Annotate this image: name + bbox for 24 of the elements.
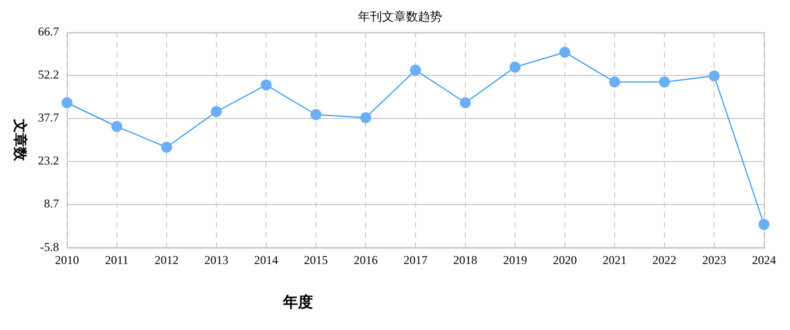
x-tick-label: 2013 — [204, 252, 228, 267]
chart-title: 年刊文章数趋势 — [358, 9, 442, 24]
y-tick-label: 52.2 — [38, 68, 59, 82]
y-axis-title: 文章数 — [11, 118, 28, 162]
y-tick-label: -5.8 — [40, 240, 59, 254]
x-tick-label: 2021 — [602, 252, 627, 267]
x-tick-label: 2022 — [652, 252, 676, 267]
x-tick-label: 2014 — [254, 252, 278, 267]
x-tick-label: 2015 — [304, 252, 328, 267]
x-tick-label: 2011 — [105, 252, 129, 267]
x-tick-label: 2020 — [552, 252, 577, 267]
y-tick-label: 37.7 — [38, 110, 59, 125]
x-tick-label: 2023 — [702, 252, 726, 267]
y-tick-label: 23.2 — [38, 154, 59, 168]
x-tick-label: 2024 — [752, 252, 776, 267]
x-tick-label: 2018 — [453, 252, 478, 267]
x-tick-label: 2010 — [55, 252, 79, 267]
x-tick-label: 2012 — [154, 252, 179, 267]
y-tick-label: 66.7 — [38, 24, 59, 39]
x-axis-title: 年度 — [282, 292, 313, 311]
x-tick-label: 2019 — [503, 252, 528, 267]
x-tick-label: 2017 — [404, 252, 428, 267]
y-tick-label: 8.7 — [44, 196, 59, 211]
x-tick-label: 2016 — [354, 252, 378, 267]
